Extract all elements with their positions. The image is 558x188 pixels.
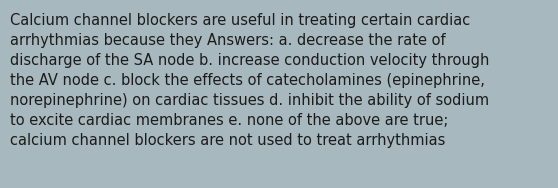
Text: Calcium channel blockers are useful in treating certain cardiac
arrhythmias beca: Calcium channel blockers are useful in t… [10,13,489,148]
